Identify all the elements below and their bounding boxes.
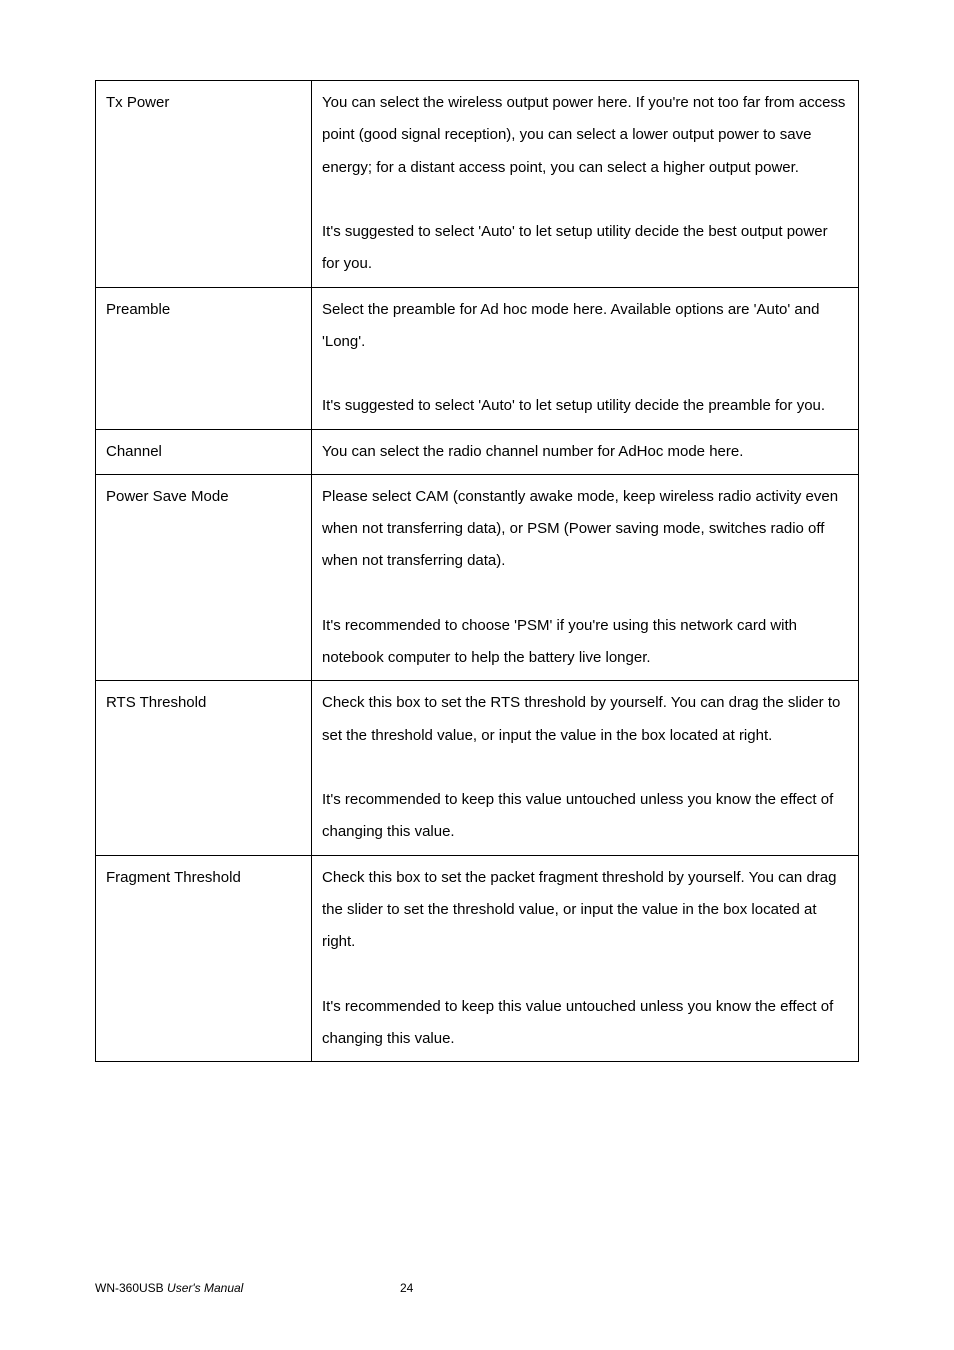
setting-description: You can select the wireless output power… — [312, 81, 859, 288]
setting-description: Check this box to set the packet fragmen… — [312, 855, 859, 1062]
setting-label: Tx Power — [96, 81, 312, 288]
page-footer: WN-360USB User's Manual 24 — [95, 1281, 859, 1295]
setting-label: Preamble — [96, 287, 312, 429]
table-row: RTS ThresholdCheck this box to set the R… — [96, 681, 859, 855]
setting-description: Check this box to set the RTS threshold … — [312, 681, 859, 855]
setting-description: Select the preamble for Ad hoc mode here… — [312, 287, 859, 429]
setting-label: Fragment Threshold — [96, 855, 312, 1062]
table-row: ChannelYou can select the radio channel … — [96, 429, 859, 474]
table-row: Fragment ThresholdCheck this box to set … — [96, 855, 859, 1062]
footer-doc: User's Manual — [167, 1281, 243, 1295]
settings-table: Tx PowerYou can select the wireless outp… — [95, 80, 859, 1062]
setting-description: Please select CAM (constantly awake mode… — [312, 474, 859, 681]
table-row: Tx PowerYou can select the wireless outp… — [96, 81, 859, 288]
setting-label: RTS Threshold — [96, 681, 312, 855]
footer-product: WN-360USB — [95, 1281, 164, 1295]
setting-description: You can select the radio channel number … — [312, 429, 859, 474]
table-row: Power Save ModePlease select CAM (consta… — [96, 474, 859, 681]
setting-label: Channel — [96, 429, 312, 474]
setting-label: Power Save Mode — [96, 474, 312, 681]
footer-page-number: 24 — [400, 1281, 413, 1295]
table-row: PreambleSelect the preamble for Ad hoc m… — [96, 287, 859, 429]
